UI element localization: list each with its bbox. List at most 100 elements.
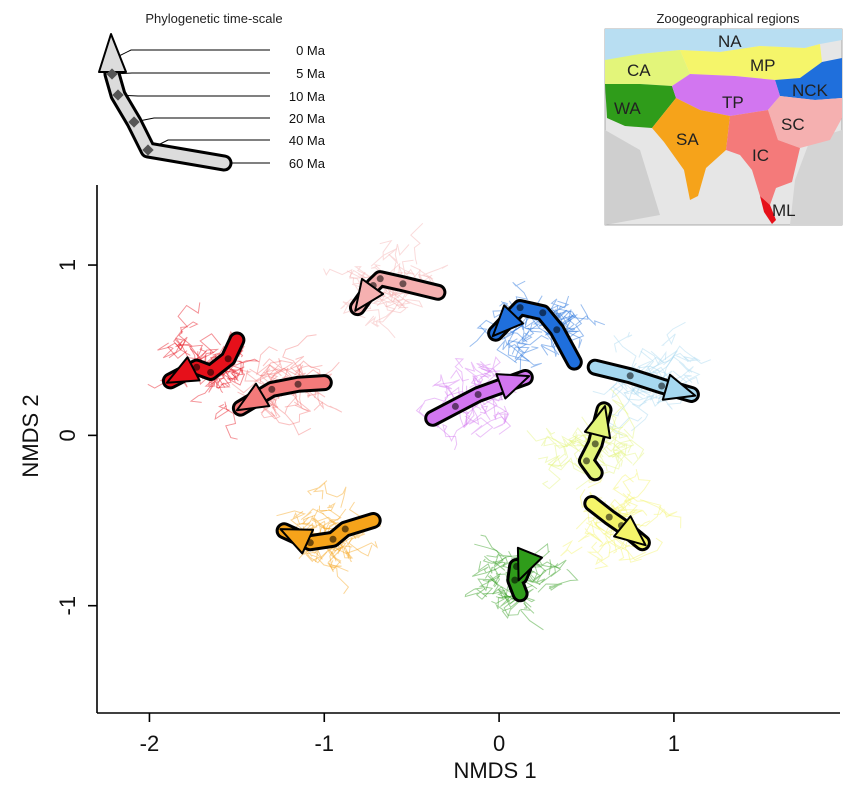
background-trajectory xyxy=(463,403,475,429)
background-trajectory xyxy=(292,510,316,526)
trajectory-time-mark xyxy=(224,355,232,363)
background-trajectory xyxy=(548,583,563,591)
y-axis-title: NMDS 2 xyxy=(18,394,43,477)
background-trajectory xyxy=(607,399,629,428)
background-trajectory xyxy=(561,435,581,453)
background-trajectory xyxy=(624,537,663,561)
background-trajectory xyxy=(502,586,517,603)
background-trajectory xyxy=(415,397,445,420)
background-trajectory xyxy=(496,338,518,364)
background-trajectory xyxy=(602,410,635,458)
background-trajectory xyxy=(544,327,575,348)
trajectory-arrowhead xyxy=(354,277,385,312)
background-trajectory xyxy=(608,496,638,514)
background-trajectory xyxy=(256,346,282,377)
region-NCK xyxy=(775,58,842,100)
background-trajectory xyxy=(491,591,516,604)
region-label-MP: MP xyxy=(750,56,776,75)
background-trajectory xyxy=(326,551,349,572)
trajectory-time-mark xyxy=(511,576,519,584)
x-axis-title: NMDS 1 xyxy=(453,758,536,783)
background-trajectory xyxy=(665,366,701,383)
trajectory-arrowhead xyxy=(495,373,531,400)
legend-label: 5 Ma xyxy=(296,66,326,81)
background-trajectory xyxy=(471,566,497,577)
background-trajectory xyxy=(494,411,510,424)
y-tick-label: 0 xyxy=(55,429,80,441)
background-trajectory xyxy=(595,433,623,467)
y-tick-label: 1 xyxy=(55,259,80,271)
background-trajectory xyxy=(480,398,498,415)
background-trajectory xyxy=(238,358,260,376)
background-trajectory xyxy=(454,358,469,382)
background-trajectory xyxy=(610,388,636,440)
trajectory-time-mark xyxy=(341,525,349,533)
x-tick-label: -1 xyxy=(314,731,334,756)
background-trajectory xyxy=(328,545,353,562)
legend-arrow-head xyxy=(98,33,127,73)
background-trajectory xyxy=(364,305,396,327)
background-trajectory xyxy=(418,264,449,280)
region-label-NCK: NCK xyxy=(792,81,829,100)
background-trajectory xyxy=(545,427,579,446)
background-trajectory xyxy=(306,392,325,411)
background-trajectory xyxy=(312,557,350,595)
background-trajectory xyxy=(507,343,542,368)
region-MP xyxy=(680,44,822,80)
trajectory-IC xyxy=(231,374,333,417)
background-trajectory xyxy=(260,403,312,436)
background-trajectory xyxy=(480,534,513,558)
background-trajectory xyxy=(624,468,651,507)
trajectory-time-mark xyxy=(539,309,547,317)
background-trajectory xyxy=(398,259,415,275)
background-trajectory xyxy=(389,290,409,299)
background-trajectory xyxy=(534,543,562,577)
background-trajectory xyxy=(167,340,188,359)
trajectory-SC xyxy=(349,270,447,317)
region-ML xyxy=(760,196,776,224)
trajectory-arrowhead xyxy=(279,528,315,555)
region-label-ML: ML xyxy=(772,201,796,220)
background-trajectory xyxy=(214,368,241,382)
background-trajectory xyxy=(538,445,569,464)
background-trajectory xyxy=(540,435,571,449)
background-trajectory xyxy=(594,536,611,570)
background-trajectory xyxy=(209,375,225,390)
background-trajectory xyxy=(483,389,509,430)
trajectory-time-mark xyxy=(591,440,599,448)
background-trajectory xyxy=(511,314,532,343)
region-WA xyxy=(605,84,676,128)
background-trajectory xyxy=(638,347,667,365)
region-label-WA: WA xyxy=(614,99,641,118)
background-trajectory xyxy=(188,344,208,363)
trajectory-time-mark xyxy=(626,372,634,380)
background-trajectory xyxy=(486,553,509,572)
background-trajectory xyxy=(491,394,508,420)
background-trajectory xyxy=(512,280,529,305)
region-label-IC: IC xyxy=(752,146,769,165)
trajectory-arrowhead xyxy=(491,304,524,338)
region-map-inset: Zoogeographical regions NA CA MP NCK WA … xyxy=(604,11,843,226)
background-trajectory xyxy=(177,330,203,358)
background-trajectory xyxy=(214,404,231,421)
background-trajectory xyxy=(495,595,515,611)
background-trajectory xyxy=(393,292,411,307)
background-trajectory xyxy=(560,539,583,557)
background-trajectory xyxy=(168,336,188,359)
trajectory-time-mark xyxy=(399,280,407,288)
inset-title: Zoogeographical regions xyxy=(656,11,800,26)
background-trajectory xyxy=(476,368,501,384)
background-trajectory xyxy=(550,445,569,468)
background-trajectory xyxy=(569,315,605,342)
trajectory-time-mark xyxy=(294,380,302,388)
legend-label: 10 Ma xyxy=(289,89,326,104)
background-trajectory xyxy=(318,502,336,511)
background-trajectory xyxy=(371,300,400,328)
background-trajectory xyxy=(265,360,293,379)
background-trajectory xyxy=(612,493,632,513)
trajectory-time-mark xyxy=(451,402,459,410)
background-trajectory xyxy=(391,298,424,310)
background-trajectory xyxy=(660,321,686,346)
background-trajectory xyxy=(433,379,461,398)
y-ticks: -1 0 1 xyxy=(55,259,97,615)
